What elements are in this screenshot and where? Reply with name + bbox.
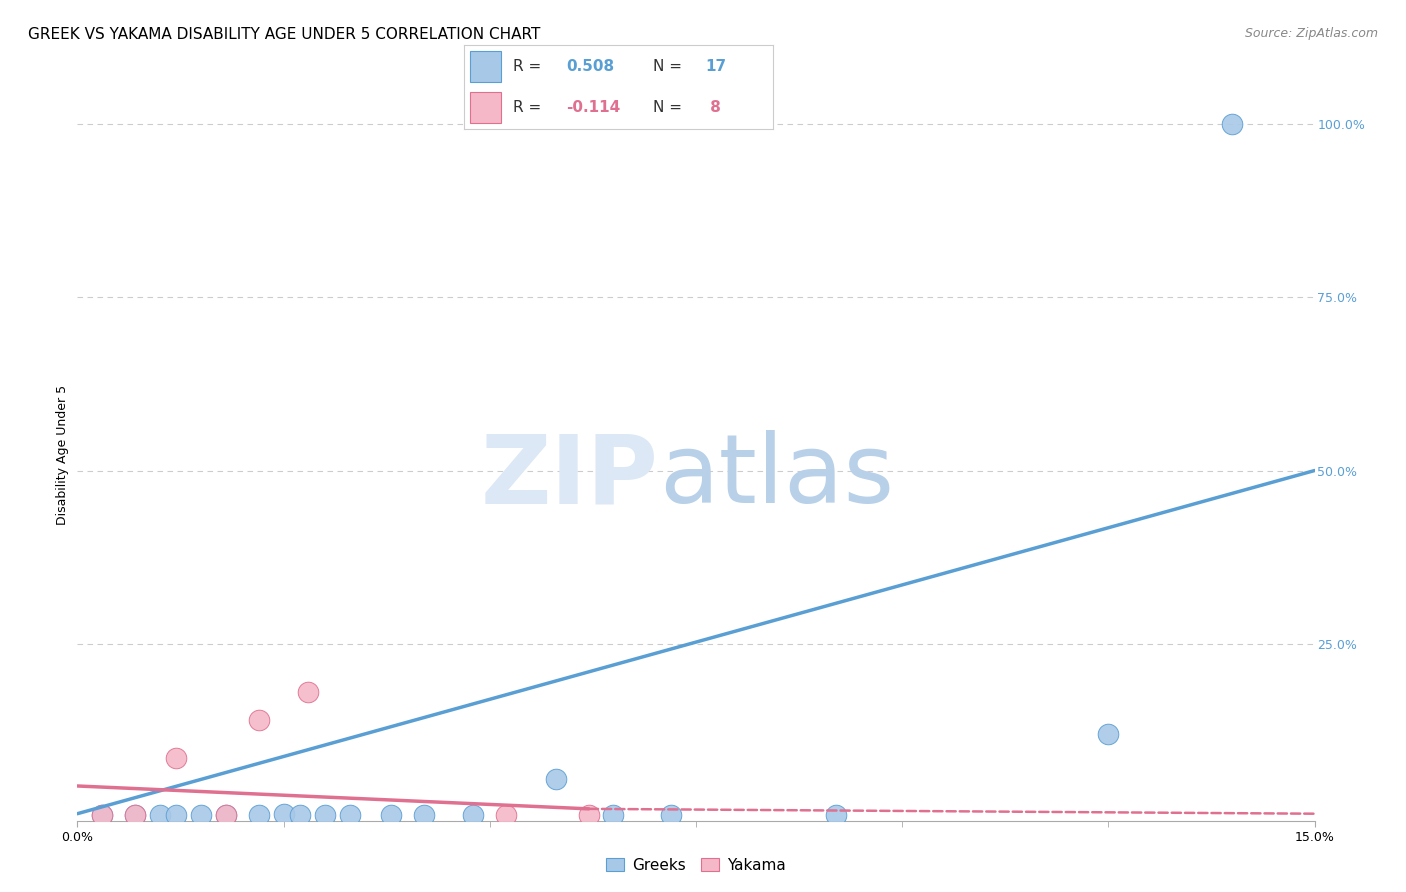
Point <box>495 808 517 822</box>
Point <box>273 806 295 821</box>
Point <box>339 808 361 822</box>
Point <box>825 808 848 822</box>
Point <box>190 808 212 822</box>
Point <box>124 808 146 822</box>
Point <box>412 808 434 822</box>
Point <box>215 808 238 822</box>
FancyBboxPatch shape <box>470 92 501 122</box>
Point <box>91 808 114 822</box>
Point <box>463 808 485 822</box>
Text: ZIP: ZIP <box>481 430 659 524</box>
Legend: Greeks, Yakama: Greeks, Yakama <box>600 852 792 879</box>
Point <box>247 713 270 727</box>
Text: R =: R = <box>513 100 541 115</box>
Point <box>149 808 172 822</box>
Y-axis label: Disability Age Under 5: Disability Age Under 5 <box>56 384 69 525</box>
Point <box>380 808 402 822</box>
Point <box>314 808 336 822</box>
Text: GREEK VS YAKAMA DISABILITY AGE UNDER 5 CORRELATION CHART: GREEK VS YAKAMA DISABILITY AGE UNDER 5 C… <box>28 27 540 42</box>
FancyBboxPatch shape <box>470 52 501 82</box>
Text: 17: 17 <box>706 59 727 74</box>
Text: R =: R = <box>513 59 541 74</box>
Point <box>124 808 146 822</box>
Point <box>297 685 319 699</box>
Text: N =: N = <box>652 59 682 74</box>
Point <box>91 808 114 822</box>
Point <box>288 808 311 822</box>
Text: 0.508: 0.508 <box>567 59 614 74</box>
Text: Source: ZipAtlas.com: Source: ZipAtlas.com <box>1244 27 1378 40</box>
Text: N =: N = <box>652 100 682 115</box>
Point <box>1097 727 1119 741</box>
Point <box>602 808 624 822</box>
Point <box>578 808 600 822</box>
Text: atlas: atlas <box>659 430 894 524</box>
Point <box>165 808 187 822</box>
Point <box>1220 117 1243 131</box>
Point <box>544 772 567 786</box>
Point <box>247 808 270 822</box>
Point <box>215 808 238 822</box>
Point <box>165 751 187 765</box>
Text: 8: 8 <box>706 100 721 115</box>
Point <box>659 808 682 822</box>
Text: -0.114: -0.114 <box>567 100 620 115</box>
